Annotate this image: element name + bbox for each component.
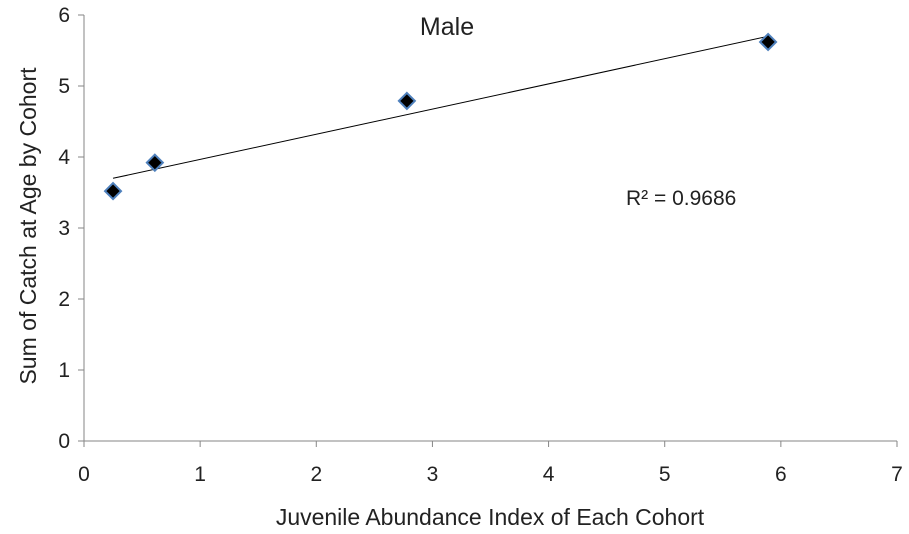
y-tick-label: 3 xyxy=(58,217,70,240)
y-tick-label: 0 xyxy=(58,430,70,453)
axes: 0 1 2 3 4 5 6 0 1 2 3 4 5 6 7 xyxy=(58,4,903,486)
x-tick-label: 0 xyxy=(78,463,90,486)
y-tick-label: 6 xyxy=(58,4,70,27)
data-point xyxy=(758,32,778,52)
data-point xyxy=(145,153,165,173)
y-tick-label: 2 xyxy=(58,288,70,311)
x-tick-label: 1 xyxy=(194,463,206,486)
trendline-group xyxy=(112,35,769,179)
y-tick-label: 4 xyxy=(58,146,70,169)
y-tick-label: 5 xyxy=(58,75,70,98)
trendline xyxy=(112,35,769,179)
x-tick-label: 2 xyxy=(310,463,322,486)
data-point xyxy=(397,91,417,111)
x-tick-label: 3 xyxy=(427,463,439,486)
x-tick-label: 4 xyxy=(543,463,555,486)
x-tick-label: 5 xyxy=(659,463,671,486)
data-point xyxy=(103,181,123,201)
data-points xyxy=(103,32,778,201)
y-axis-title: Sum of Catch at Age by Cohort xyxy=(15,67,41,385)
x-axis-title: Juvenile Abundance Index of Each Cohort xyxy=(276,504,705,530)
y-tick-label: 1 xyxy=(58,359,70,382)
x-tick-label: 6 xyxy=(775,463,787,486)
r-squared-annotation: R² = 0.9686 xyxy=(626,187,736,210)
x-tick-label: 7 xyxy=(891,463,903,486)
chart-title: Male xyxy=(420,13,474,41)
